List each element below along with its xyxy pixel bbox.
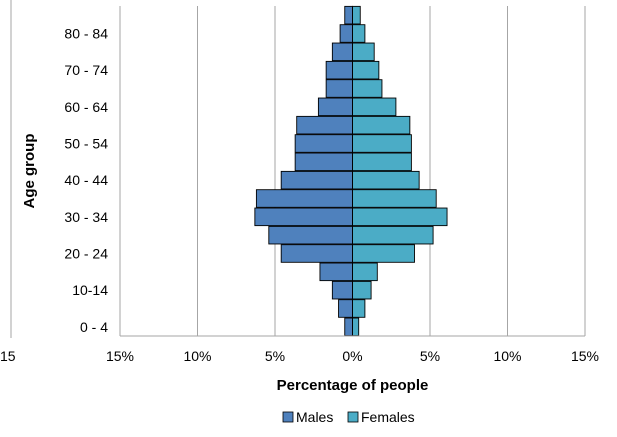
y-axis-title: Age group <box>21 134 38 209</box>
y-tick-label-6: 30 - 34 <box>64 209 108 225</box>
y-tick-label-10: 50 - 54 <box>64 136 108 152</box>
legend: Males Females <box>282 409 415 425</box>
bar-females-4 <box>352 244 415 263</box>
bar-males-17 <box>344 5 353 25</box>
bar-females-2 <box>352 280 372 300</box>
x-tick-label-2: 5% <box>265 348 285 364</box>
x-tick-label-0: 15% <box>106 348 134 364</box>
y-tick-label-4: 20 - 24 <box>64 246 108 262</box>
bar-males-2 <box>331 280 353 300</box>
bar-females-14 <box>352 60 380 80</box>
x-tick-label-5: 10% <box>493 348 521 364</box>
bar-males-4 <box>280 244 353 263</box>
bar-males-14 <box>325 60 353 80</box>
bar-females-12 <box>352 97 397 117</box>
x-axis-title: Percentage of people <box>277 377 429 394</box>
y-tick-label-16: 80 - 84 <box>64 26 108 42</box>
bar-females-16 <box>352 24 366 43</box>
bar-females-3 <box>352 262 378 282</box>
bar-males-1 <box>338 299 353 318</box>
y-tick-label-2: 10-14 <box>72 282 108 298</box>
bar-males-15 <box>331 42 353 62</box>
x-tick-label-3: 0% <box>342 348 362 364</box>
bar-males-16 <box>339 24 353 43</box>
y-tick-label-0: 0 - 4 <box>80 319 108 335</box>
axis-layer: 0 - 4 10-14 20 - 24 30 - 34 40 - 44 50 - 54 60… <box>0 0 599 394</box>
bar-females-11 <box>352 115 411 135</box>
bar-males-12 <box>317 97 353 117</box>
bar-males-7 <box>255 189 353 208</box>
bar-females-8 <box>352 170 420 190</box>
x-tick-label-1: 10% <box>183 348 211 364</box>
bar-males-0 <box>344 317 353 337</box>
bar-females-0 <box>352 317 360 337</box>
bar-males-9 <box>294 152 353 172</box>
legend-label-males: Males <box>296 409 333 425</box>
bar-males-11 <box>296 115 353 135</box>
bar-males-13 <box>325 79 353 98</box>
grid-layer <box>119 6 586 336</box>
bar-females-9 <box>352 152 412 172</box>
bar-males-10 <box>294 134 353 153</box>
bar-females-15 <box>352 42 375 62</box>
bars-layer <box>254 5 448 337</box>
cropped-tick-label: 15 <box>0 348 16 364</box>
y-tick-label-14: 70 - 74 <box>64 62 108 78</box>
bar-females-17 <box>352 5 361 25</box>
bar-females-13 <box>352 79 383 98</box>
legend-swatch-females <box>347 411 359 423</box>
y-tick-label-12: 60 - 64 <box>64 99 108 115</box>
legend-swatch-males <box>282 411 294 423</box>
bar-males-6 <box>254 207 353 227</box>
bar-females-7 <box>352 189 437 208</box>
x-tick-label-4: 5% <box>420 348 440 364</box>
bar-males-8 <box>280 170 353 190</box>
bar-females-6 <box>352 207 448 227</box>
bar-males-3 <box>319 262 353 282</box>
bar-females-1 <box>352 299 366 318</box>
legend-label-females: Females <box>361 409 415 425</box>
bar-males-5 <box>268 225 353 245</box>
bar-females-10 <box>352 134 412 153</box>
y-tick-label-8: 40 - 44 <box>64 172 108 188</box>
x-tick-label-6: 15% <box>571 348 599 364</box>
bar-females-5 <box>352 225 434 245</box>
